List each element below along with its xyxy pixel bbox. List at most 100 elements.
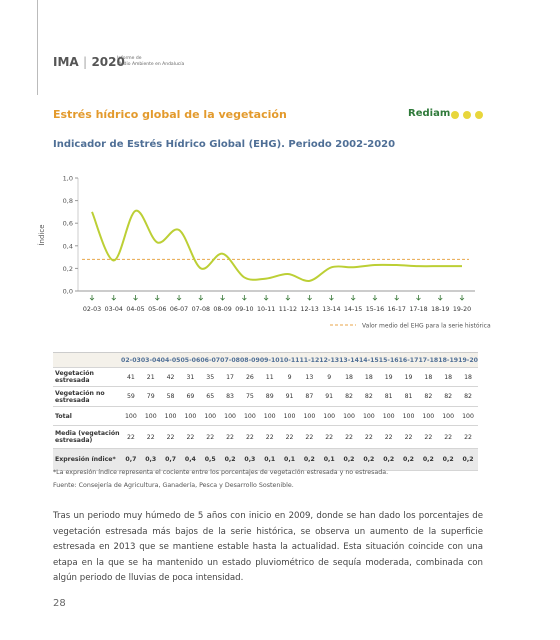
column-header: 02-03: [121, 352, 141, 368]
column-header: 04-05: [160, 352, 181, 368]
cell: 81: [398, 386, 419, 407]
cell: 18: [458, 367, 478, 387]
column-header: 17-18: [418, 352, 439, 368]
cell: 22: [358, 425, 379, 449]
cell: 41: [121, 367, 141, 387]
column-header: 03-04: [140, 352, 161, 368]
cell: 100: [438, 406, 459, 426]
table-row: Vegetación estresada 41 21 42 31 35 17 26 11 9 13 9…: [53, 367, 478, 387]
cell: 87: [299, 386, 320, 407]
y-tick-label: 0,6: [63, 220, 73, 228]
cell: 65: [200, 386, 221, 407]
cell: 100: [200, 406, 221, 426]
cell: 0,2: [358, 448, 379, 471]
cell: 100: [180, 406, 201, 426]
cell: 100: [378, 406, 399, 426]
page-number: 28: [53, 598, 66, 609]
cell: 0,2: [220, 448, 240, 471]
column-header: 06-07: [200, 352, 221, 368]
x-arrow: [394, 295, 399, 301]
cell: 83: [220, 386, 240, 407]
column-header: 16-17: [398, 352, 419, 368]
x-tick-label: 05-06: [148, 306, 166, 313]
x-arrow: [416, 295, 421, 301]
x-arrow: [133, 295, 138, 301]
x-arrow: [176, 295, 182, 301]
table-row: Media (vegetación estresada) 22 22 22 22 22 22…: [53, 425, 478, 449]
table-row: Total 100 100 100 100 100 100 100 100 100 100 100 10…: [53, 406, 478, 426]
cell: 42: [160, 367, 181, 387]
body-text: Tras un periodo muy húmedo de 5 años con…: [53, 511, 483, 583]
x-tick-label: 04-05: [126, 306, 144, 313]
x-tick-label: 06-07: [170, 306, 188, 313]
cell: 22: [121, 425, 141, 449]
cell: 100: [160, 406, 181, 426]
x-tick-label: 07-08: [192, 306, 210, 313]
x-arrow: [329, 295, 334, 301]
data-line: [91, 209, 462, 282]
cell: 58: [160, 386, 181, 407]
row-label: Vegetación no estresada: [53, 386, 121, 407]
cell: 22: [319, 425, 340, 449]
cell: 22: [160, 425, 181, 449]
x-tick-label: 09-10: [235, 306, 253, 313]
row-label: Total: [53, 406, 121, 426]
x-tick-label: 08-09: [213, 306, 231, 313]
cell: 22: [378, 425, 399, 449]
cell: 0,1: [279, 448, 300, 471]
table-row: Expresión índice* 0,7 0,3 0,7 0,4 0,5 0,2 0,3 0,…: [53, 448, 478, 471]
cell: 21: [140, 367, 161, 387]
cell: 0,1: [319, 448, 340, 471]
cell: 0,2: [339, 448, 359, 471]
x-tick-label: 13-14: [322, 306, 340, 313]
cell: 100: [398, 406, 419, 426]
cell: 22: [239, 425, 260, 449]
cell: 82: [458, 386, 478, 407]
column-header: 08-09: [239, 352, 260, 368]
cell: 0,4: [180, 448, 201, 471]
brand: Rediam: [408, 108, 451, 119]
cell: 75: [239, 386, 260, 407]
footnote: Fuente: Consejería de Agricultura, Ganad…: [53, 482, 294, 489]
footnotes: *La expresión índice representa el cocie…: [53, 466, 388, 492]
cell: 0,2: [299, 448, 320, 471]
cell: 22: [398, 425, 419, 449]
cell: 22: [140, 425, 161, 449]
y-tick-label: 0,8: [63, 197, 73, 205]
cell: 19: [378, 367, 399, 387]
rule: [37, 0, 38, 95]
cell: 100: [358, 406, 379, 426]
brand-dots: [451, 111, 483, 119]
column-header: 13-14: [339, 352, 359, 368]
x-arrow: [220, 295, 225, 301]
y-tick-label: 0,2: [63, 265, 73, 273]
cell: 100: [418, 406, 439, 426]
cell: 69: [180, 386, 201, 407]
cell: 0,7: [160, 448, 181, 471]
cell: 100: [299, 406, 320, 426]
cell: 82: [339, 386, 359, 407]
column-header: 18-19: [438, 352, 459, 368]
cell: 100: [239, 406, 260, 426]
x-tick-label: 18-19: [431, 306, 449, 313]
cell: 0,2: [458, 448, 478, 471]
x-arrow: [350, 295, 356, 301]
cell: 13: [299, 367, 320, 387]
column-header: 07-08: [220, 352, 240, 368]
cell: 91: [279, 386, 300, 407]
cell: 22: [200, 425, 221, 449]
table-wrap: 02-03 03-04 04-05 05-06 06-07 07-08 08-09 09-10…: [53, 352, 478, 471]
x-arrow: [198, 295, 204, 301]
section-title: Estrés hídrico global de la vegetación: [53, 108, 287, 121]
header-line: Informe de: [117, 56, 142, 61]
column-header: 15-16: [378, 352, 399, 368]
cell: 0,5: [200, 448, 221, 471]
cell: 22: [299, 425, 320, 449]
x-tick-label: 11-12: [279, 306, 297, 313]
y-axis-label: Índice: [37, 224, 46, 245]
column-header: 14-15: [358, 352, 379, 368]
cell: 0,2: [398, 448, 419, 471]
cell: 82: [418, 386, 439, 407]
x-tick-label: 12-13: [300, 306, 318, 313]
